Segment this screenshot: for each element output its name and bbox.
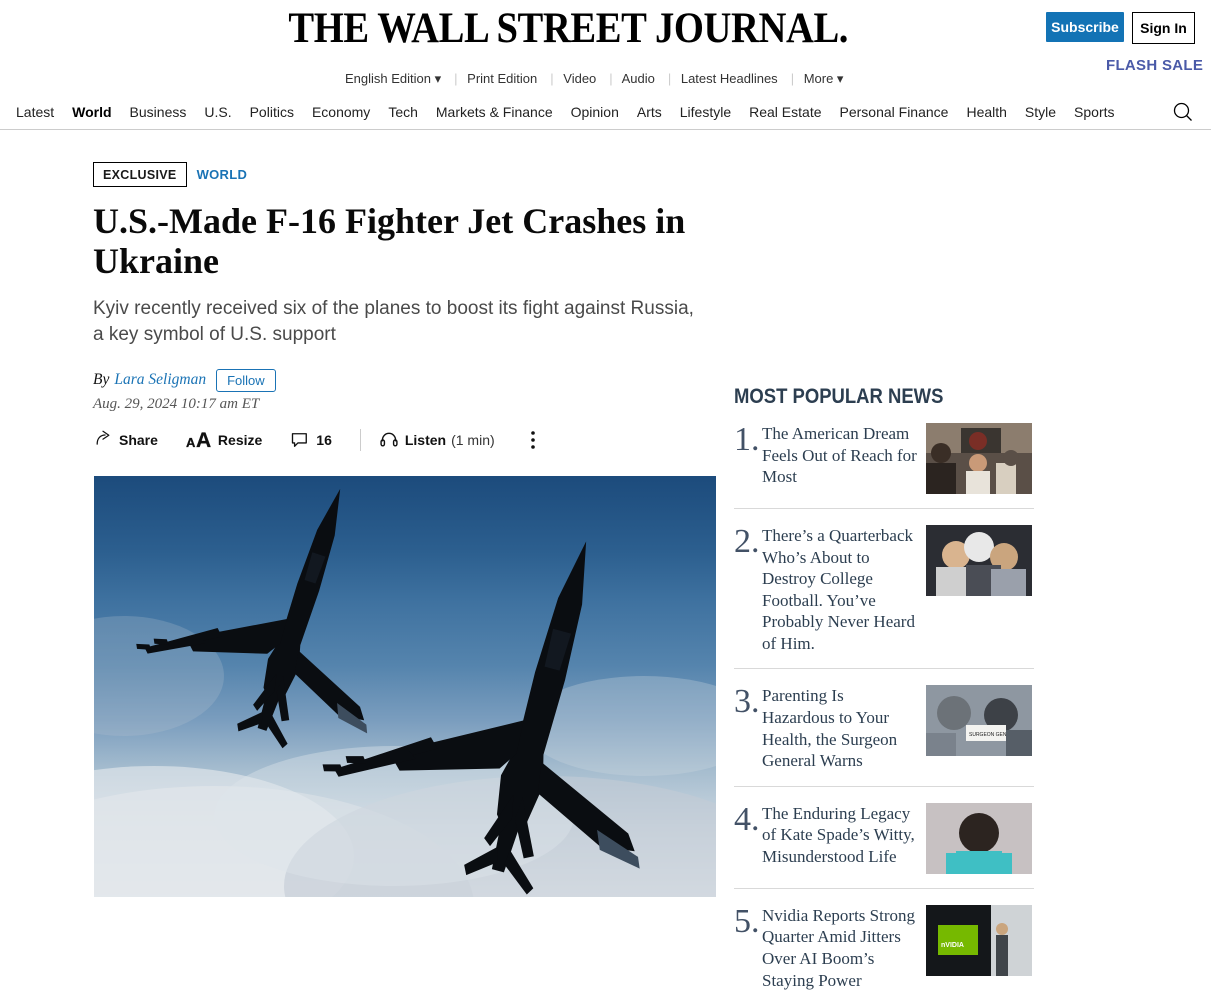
svg-text:A: A: [196, 430, 211, 450]
svg-text:nVIDIA: nVIDIA: [941, 942, 964, 949]
svg-text:A: A: [186, 435, 196, 450]
